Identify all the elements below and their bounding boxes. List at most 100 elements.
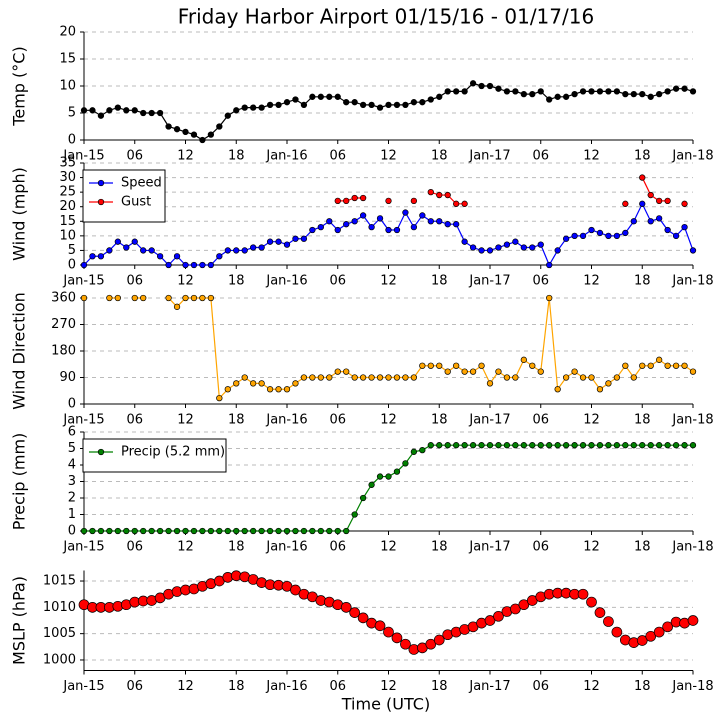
data-point [486, 380, 494, 387]
data-point [419, 447, 426, 454]
x-tick-label: 18 [431, 540, 448, 555]
data-point [283, 527, 291, 535]
data-point [250, 380, 257, 387]
data-point [241, 104, 248, 111]
x-tick-label: 12 [380, 413, 397, 428]
data-point [258, 104, 265, 111]
data-point [419, 99, 426, 106]
data-point [199, 527, 206, 535]
data-point [469, 80, 477, 87]
data-point [562, 442, 570, 449]
data-point [165, 294, 172, 302]
data-point [503, 88, 511, 95]
y-tick-label: 1005 [43, 626, 76, 641]
data-point [520, 90, 527, 98]
data-point [503, 241, 511, 248]
data-point [190, 294, 198, 302]
data-point [520, 356, 527, 363]
data-point [546, 294, 553, 302]
y-tick-label: 4 [68, 458, 76, 473]
data-point [537, 88, 544, 95]
data-point [613, 374, 621, 381]
data-point [410, 223, 418, 231]
legend-marker [97, 198, 105, 206]
data-point [359, 374, 367, 381]
data-point [326, 527, 333, 535]
data-point [493, 610, 504, 622]
data-point [300, 527, 308, 535]
data-point [317, 93, 324, 100]
data-point [400, 638, 411, 650]
data-point [647, 442, 654, 449]
data-point [131, 238, 138, 245]
data-point [123, 107, 130, 114]
data-point [233, 527, 240, 535]
data-point [290, 584, 301, 596]
data-point [672, 362, 680, 369]
data-point [275, 101, 282, 109]
x-tick-label: 18 [634, 540, 651, 555]
data-point [351, 218, 358, 225]
data-point [199, 294, 206, 302]
data-point [427, 442, 434, 449]
x-tick-label: 18 [431, 274, 448, 289]
data-point [393, 226, 401, 234]
data-point [114, 527, 121, 535]
data-point [645, 630, 657, 642]
data-point [571, 232, 578, 240]
y-tick-label: 10 [59, 228, 76, 243]
data-point [156, 527, 164, 535]
data-point [529, 90, 536, 98]
data-point [114, 104, 121, 111]
data-point [233, 247, 240, 254]
data-point [630, 374, 637, 381]
y-tick-label: 5 [68, 441, 76, 456]
data-point [275, 238, 282, 245]
data-point [636, 635, 648, 646]
data-point [486, 247, 494, 254]
legend-label: Speed [121, 176, 162, 191]
x-tick-label: 06 [532, 149, 549, 164]
data-point [546, 96, 553, 103]
data-point [672, 85, 680, 92]
data-point [622, 362, 629, 369]
data-point [250, 244, 257, 251]
x-tick-label: Jan-17 [468, 679, 510, 694]
data-point [334, 527, 341, 535]
data-point [571, 368, 578, 375]
data-point [156, 253, 164, 260]
x-tick-label: Jan-17 [468, 149, 510, 164]
data-point [165, 123, 172, 130]
data-point [106, 107, 113, 114]
data-point [512, 374, 519, 381]
y-tick-label: 10 [59, 79, 76, 94]
data-point [376, 215, 384, 222]
data-point [653, 626, 665, 638]
data-point [326, 374, 333, 381]
data-point [131, 527, 138, 535]
y-tick-label: 15 [59, 214, 76, 229]
data-point [309, 374, 316, 381]
data-point [173, 253, 181, 260]
data-point [596, 229, 604, 237]
data-point [588, 88, 595, 95]
data-point [639, 362, 646, 369]
x-tick-label: Jan-15 [62, 679, 104, 694]
data-point [317, 374, 324, 381]
x-tick-label: Jan-15 [62, 149, 104, 164]
data-point [630, 90, 637, 98]
data-point [503, 374, 511, 381]
x-tick-label: 18 [634, 679, 651, 694]
y-tick-label: 5 [68, 106, 76, 121]
data-point [123, 527, 130, 535]
data-point [309, 226, 316, 234]
data-point [478, 362, 485, 369]
data-point [687, 615, 699, 626]
x-tick-label: 12 [380, 149, 397, 164]
y-tick-label: 1000 [43, 652, 76, 667]
data-point [97, 527, 105, 535]
data-point [190, 527, 198, 535]
data-point [241, 374, 248, 381]
data-point [283, 386, 291, 393]
